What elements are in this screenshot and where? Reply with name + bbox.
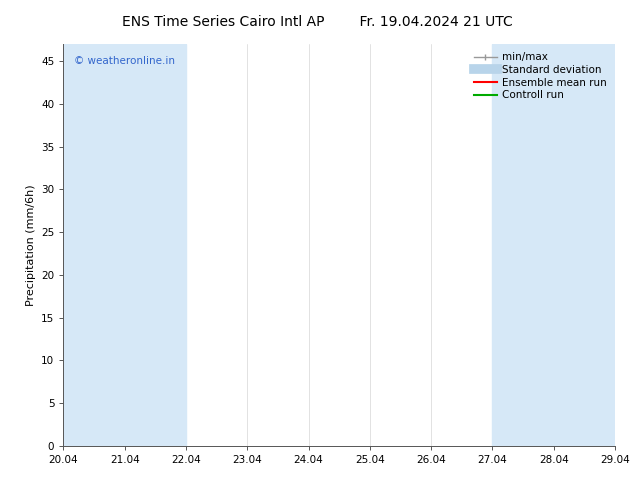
Legend: min/max, Standard deviation, Ensemble mean run, Controll run: min/max, Standard deviation, Ensemble me… [470, 49, 610, 103]
Y-axis label: Precipitation (mm/6h): Precipitation (mm/6h) [25, 184, 36, 306]
Bar [125, 44, 186, 446]
Text: © weatheronline.in: © weatheronline.in [74, 56, 176, 66]
Bar [553, 44, 615, 446]
Bar [63, 44, 125, 446]
Text: ENS Time Series Cairo Intl AP        Fr. 19.04.2024 21 UTC: ENS Time Series Cairo Intl AP Fr. 19.04.… [122, 15, 512, 29]
Bar [493, 44, 553, 446]
